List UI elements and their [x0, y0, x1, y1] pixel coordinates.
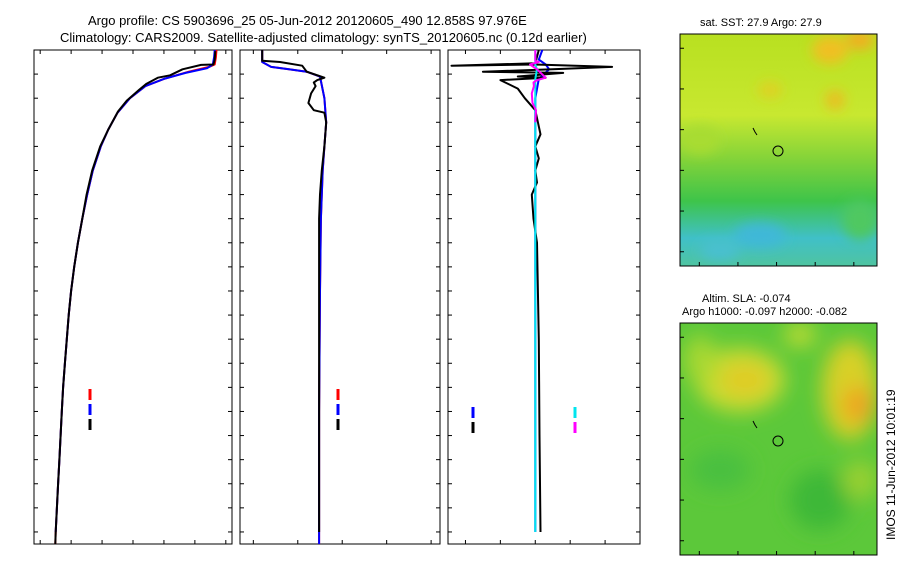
difference-series-3	[529, 50, 547, 123]
temperature-series-1	[54, 49, 216, 533]
sst-map-axes	[680, 47, 855, 266]
figure-title-line2: Climatology: CARS2009. Satellite-adjuste…	[60, 30, 587, 45]
salinity-plot-frame	[239, 49, 441, 545]
sla-patches	[684, 323, 877, 530]
difference-panel	[447, 49, 641, 545]
sla-argo-marker	[772, 435, 784, 447]
sst-warm-patches	[680, 34, 877, 260]
sst-map-panel: sat. SST: 27.9 Argo: 27.9	[679, 17, 878, 267]
sst-argo-marker	[772, 145, 784, 157]
sst-map-title: sat. SST: 27.9 Argo: 27.9	[700, 17, 822, 29]
sla-map-axes	[680, 336, 855, 555]
salinity-panel	[239, 49, 441, 545]
salinity-series-0	[261, 50, 328, 544]
sla-map-panel: Altim. SLA: -0.074 Argo h1000: -0.097 h2…	[679, 293, 878, 556]
sla-float-track	[752, 420, 758, 429]
sst-float-track	[752, 127, 758, 136]
sla-map-subtitle: Argo h1000: -0.097 h2000: -0.082	[682, 306, 847, 318]
timestamp-side-label: IMOS 11-Jun-2012 10:01:19	[884, 389, 898, 540]
temperature-panel	[33, 49, 233, 545]
temperature-series-2	[54, 51, 217, 545]
difference-series-1	[450, 49, 614, 533]
difference-plot-frame	[447, 49, 641, 545]
salinity-series-1	[261, 50, 328, 544]
temperature-plot-frame	[33, 49, 233, 545]
difference-series-2	[534, 50, 538, 532]
temperature-series-0	[54, 49, 218, 545]
salinity-series-2	[261, 50, 328, 532]
figure-title-line1: Argo profile: CS 5903696_25 05-Jun-2012 …	[88, 13, 527, 28]
sla-map-title: Altim. SLA: -0.074	[702, 293, 791, 305]
